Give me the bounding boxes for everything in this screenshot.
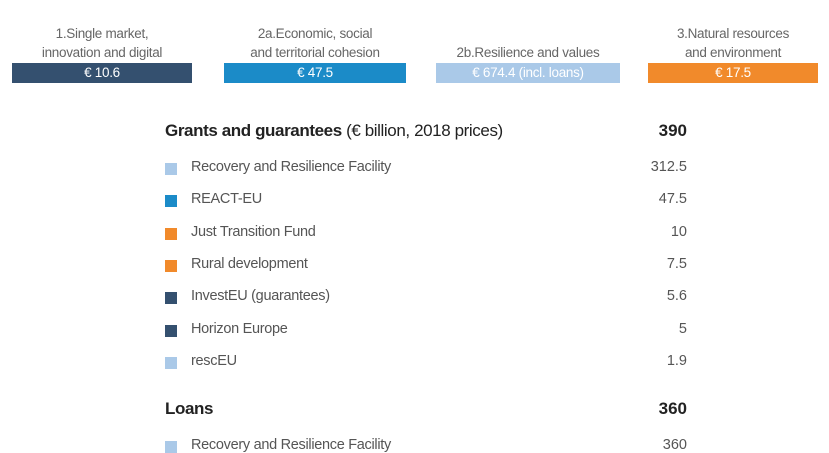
legend-square — [165, 259, 177, 272]
heading-label: and territorial cohesion — [250, 45, 380, 60]
item-value: 7.5 — [666, 255, 687, 272]
item-name: Just Transition Fund — [191, 223, 316, 240]
heading-amount: € 674.4 (incl. loans) — [436, 63, 620, 83]
item-name: Horizon Europe — [191, 320, 288, 337]
item-name: REACT-EU — [191, 191, 262, 208]
legend-square — [165, 356, 177, 369]
item-name: Recovery and Resilience Facility — [191, 159, 391, 175]
item-value: 360 — [662, 437, 687, 453]
legend-square — [165, 227, 177, 240]
section-title: Loans — [165, 399, 214, 419]
item-value: 5 — [678, 320, 687, 337]
heading-label: 1.Single market, — [55, 26, 149, 41]
item-value: 1.9 — [666, 352, 687, 369]
heading-label: and environment — [684, 45, 782, 60]
heading-label: 2a.Economic, social — [257, 26, 373, 41]
section-note: (€ billion, 2018 prices) — [346, 121, 503, 140]
legend-square — [165, 292, 177, 305]
item-name: rescEU — [191, 352, 237, 369]
item-value: 5.6 — [666, 288, 687, 305]
item-name: Recovery and Resilience Facility — [191, 437, 391, 453]
legend-square — [165, 441, 177, 453]
legend-square — [165, 163, 177, 175]
item-value: 47.5 — [658, 191, 687, 208]
item-name: InvestEU (guarantees) — [191, 288, 330, 305]
item-value: 312.5 — [650, 159, 687, 175]
section-total: 360 — [658, 399, 687, 419]
legend-square — [165, 195, 177, 208]
section-total: 390 — [658, 121, 687, 140]
legend-square — [165, 324, 177, 337]
heading-label: 3.Natural resources — [676, 26, 790, 41]
heading-amount: € 47.5 — [224, 63, 406, 83]
item-name: Rural development — [191, 255, 308, 272]
heading-label: innovation and digital — [41, 45, 163, 60]
heading-amount: € 17.5 — [648, 63, 818, 83]
section-title: Grants and guarantees (€ billion, 2018 p… — [165, 121, 503, 140]
heading-amount: € 10.6 — [12, 63, 192, 83]
item-value: 10 — [670, 223, 687, 240]
heading-label: 2b.Resilience and values — [456, 45, 600, 60]
